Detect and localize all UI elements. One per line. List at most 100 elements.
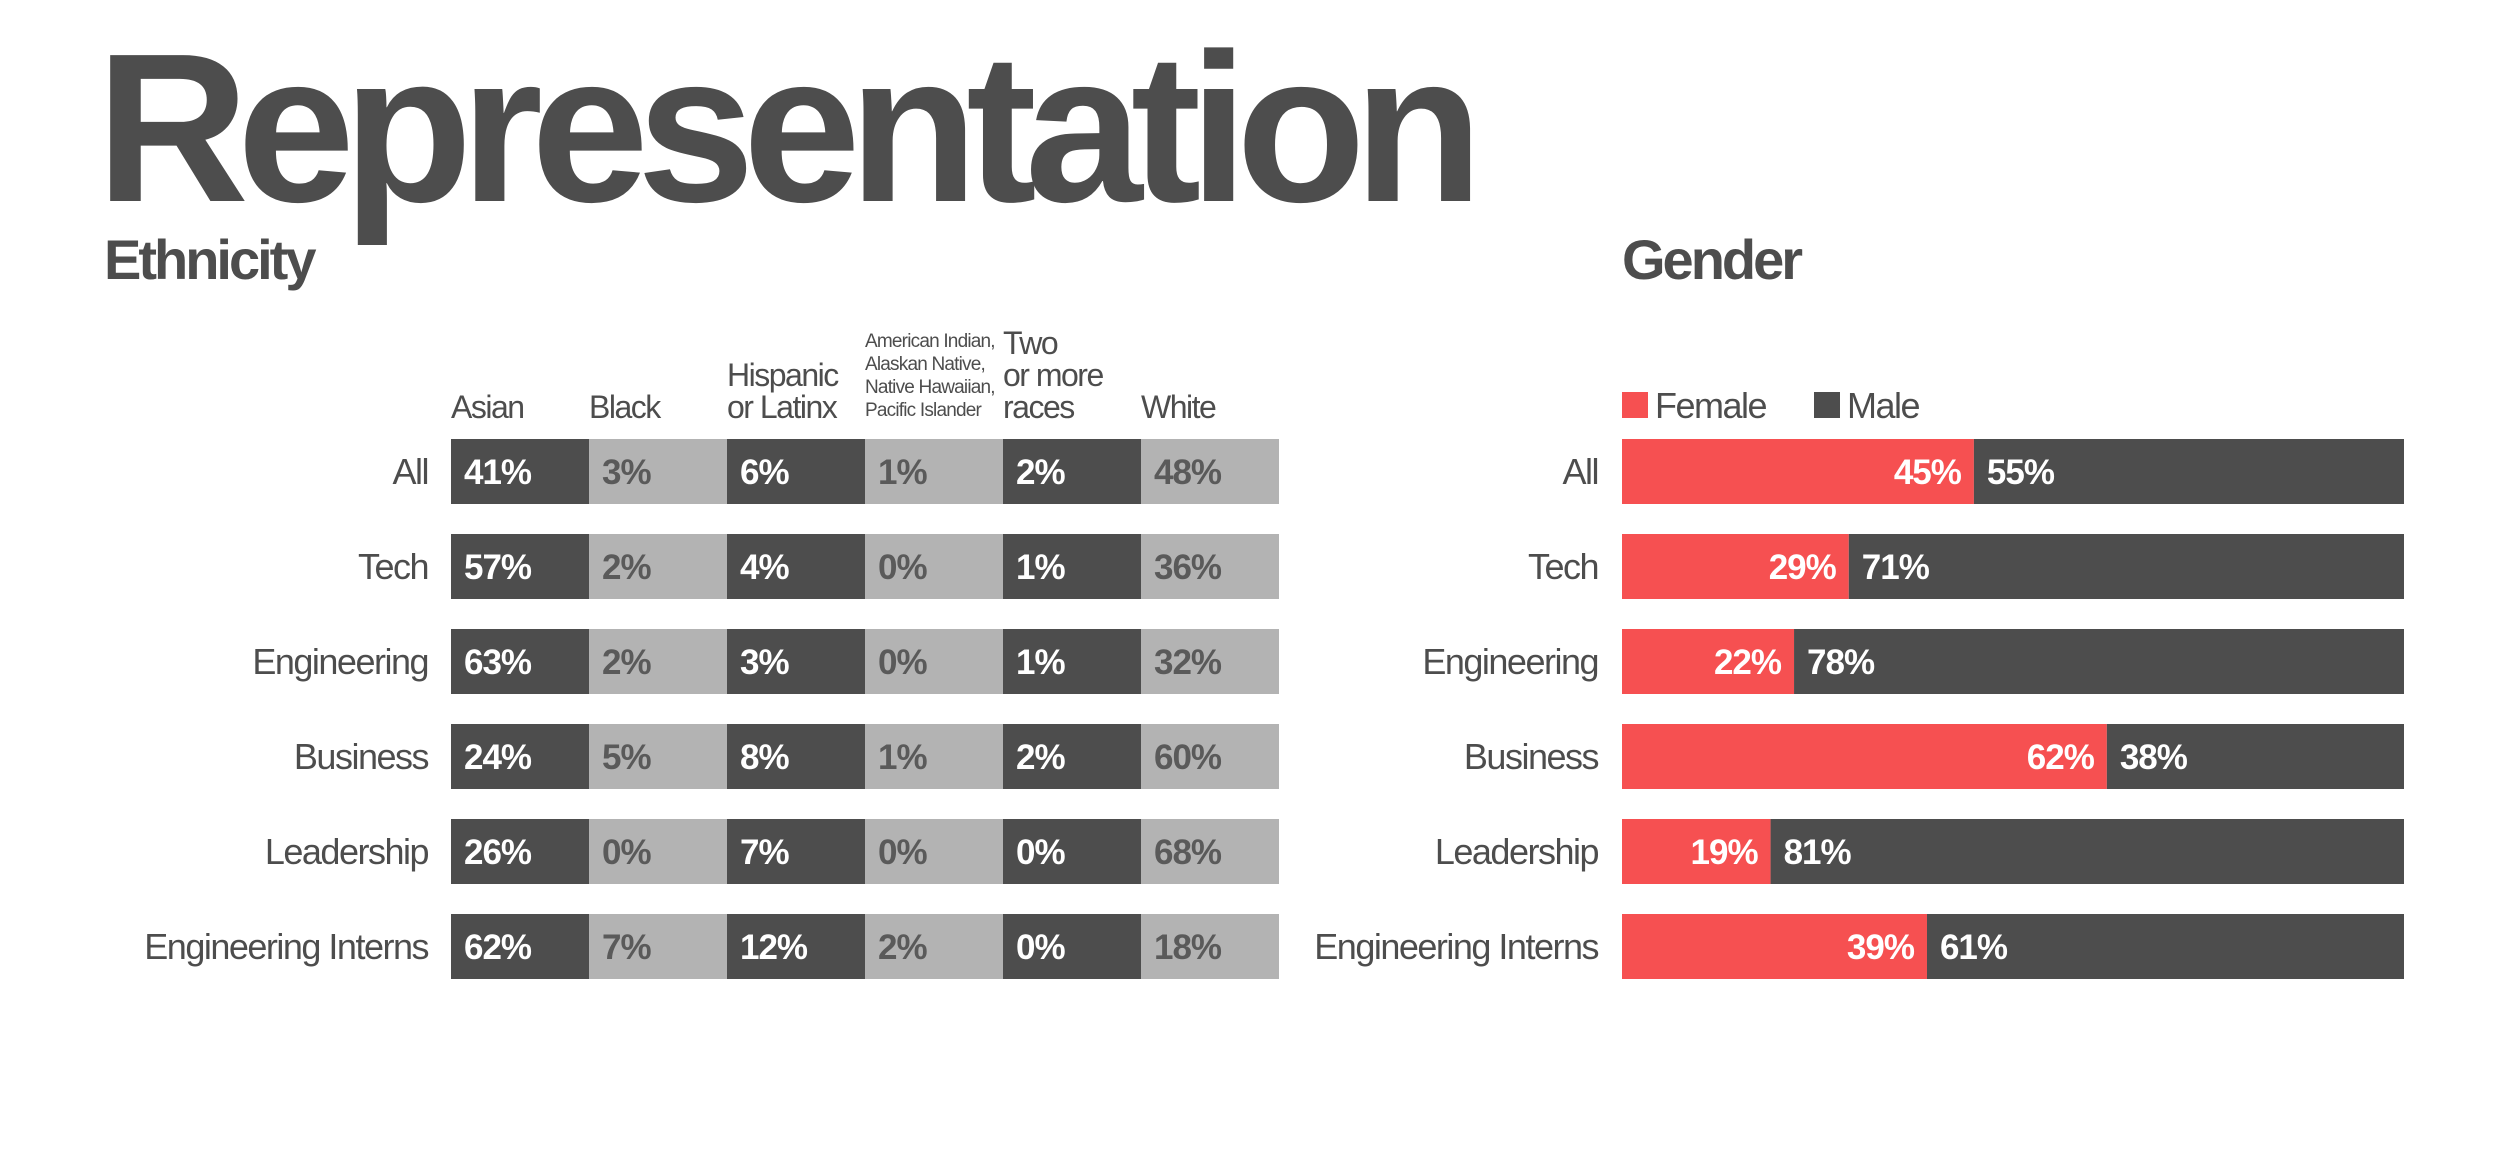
table-cell [865,439,1003,504]
bar-male [1926,914,2404,979]
bar-label-male: 71% [1862,548,1930,587]
table-cell [727,819,865,884]
cell-value: 24% [464,738,532,777]
bar-label-male: 38% [2120,738,2188,777]
row-label: Tech [358,546,428,587]
cell-value: 0% [878,643,927,682]
cell-value: 1% [1016,643,1065,682]
cell-value: 0% [1016,928,1065,967]
cell-value: 7% [602,928,651,967]
cell-value: 0% [602,833,651,872]
column-header: Asian [451,389,524,425]
table-cell [865,914,1003,979]
table-cell [727,534,865,599]
column-header-line: American Indian, [865,331,995,352]
bar-category-label: Leadership [1435,831,1599,872]
cell-value: 2% [878,928,927,967]
table-cell [1003,914,1141,979]
table-cell [727,914,865,979]
table-cell [1003,629,1141,694]
column-header-line: or more [1003,357,1103,393]
bar-label-male: 81% [1784,833,1852,872]
cell-value: 7% [740,833,789,872]
column-header-line: Two [1003,325,1058,361]
bar-label-male: 61% [1940,928,2008,967]
bar-male [1973,439,2404,504]
cell-value: 12% [740,928,808,967]
cell-value: 57% [464,548,532,587]
bar-category-label: Engineering Interns [1314,926,1598,967]
cell-value: 36% [1154,548,1222,587]
column-header-line: races [1003,389,1074,425]
cell-value: 62% [464,928,532,967]
column-header-line: Alaskan Native, [865,354,985,375]
column-header: White [1141,389,1216,425]
table-cell [451,819,589,884]
table-cell [1003,819,1141,884]
cell-value: 2% [602,643,651,682]
table-cell [865,819,1003,884]
column-header: Two or more races [1003,325,1103,425]
cell-value: 0% [878,548,927,587]
table-cell [1003,534,1141,599]
table-cell [451,534,589,599]
bar-category-label: All [1562,451,1598,492]
cell-value: 68% [1154,833,1222,872]
column-header-line: Native Hawaiian, [865,377,995,398]
bar-label-female: 45% [1894,453,1962,492]
bar-male [1848,534,2404,599]
cell-value: 26% [464,833,532,872]
gender-title: Gender [1622,228,1803,291]
bar-label-female: 62% [2027,738,2095,777]
table-cell [589,724,727,789]
bar-label-female: 29% [1769,548,1837,587]
cell-value: 4% [740,548,789,587]
page-title: Representation [96,9,1483,246]
table-cell [1003,724,1141,789]
table-cell [589,629,727,694]
column-header-line: Pacific Islander [865,400,983,421]
table-cell [1141,439,1279,504]
table-cell [1141,629,1279,694]
row-label: Leadership [265,831,429,872]
table-cell [727,629,865,694]
bar-label-male: 78% [1807,643,1875,682]
table-cell [727,724,865,789]
cell-value: 8% [740,738,789,777]
cell-value: 32% [1154,643,1222,682]
column-header-line: Black [589,389,662,425]
table-cell [865,534,1003,599]
legend-label-female: Female [1655,385,1767,426]
cell-value: 0% [1016,833,1065,872]
table-cell [1003,439,1141,504]
table-cell [451,724,589,789]
cell-value: 3% [740,643,789,682]
table-cell [451,629,589,694]
cell-value: 2% [1016,738,1065,777]
table-cell [1141,724,1279,789]
cell-value: 2% [1016,453,1065,492]
bar-category-label: Business [1464,736,1599,777]
table-cell [589,819,727,884]
bar-female [1622,724,2107,789]
bar-category-label: Tech [1528,546,1598,587]
column-header: Hispanic or Latinx [727,357,839,425]
gender-chart: Female Male All 45% 55% Tech 29% 71% Engineering… [1314,385,2404,979]
ethnicity-table: Asian Black Hispanic or Latinx American Indi… [144,325,1279,979]
ethnicity-title: Ethnicity [104,228,316,291]
table-cell [865,629,1003,694]
column-header-line: Hispanic [727,357,839,393]
table-cell [1141,819,1279,884]
row-label: Engineering Interns [144,926,428,967]
row-label: Engineering [252,641,428,682]
column-header: American Indian, Alaskan Native, Native Ha… [865,331,995,421]
table-cell [589,534,727,599]
column-header: Black [589,389,662,425]
legend-swatch-female [1622,392,1648,418]
cell-value: 18% [1154,928,1222,967]
bar-female [1622,629,1795,694]
bar-male [1770,819,2404,884]
cell-value: 2% [602,548,651,587]
legend-label-male: Male [1847,385,1920,426]
